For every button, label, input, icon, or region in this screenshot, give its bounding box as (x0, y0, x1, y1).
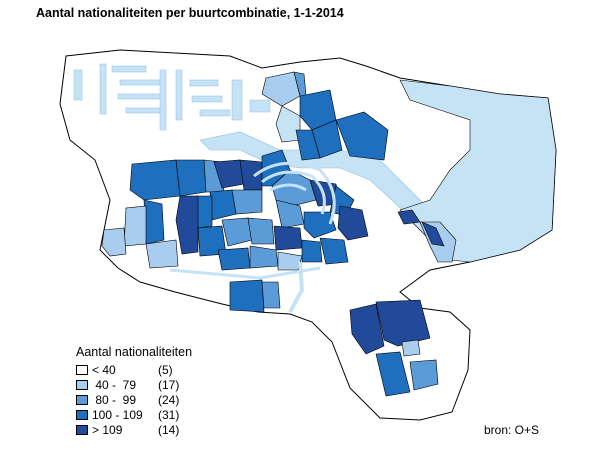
legend-swatch (76, 379, 88, 390)
legend-count: (31) (158, 407, 180, 422)
north-districts (261, 71, 389, 161)
legend-title: Aantal nationaliteiten (76, 345, 193, 359)
legend-count: (5) (158, 362, 173, 377)
legend-label: < 40 (92, 362, 116, 377)
legend-count: (14) (158, 422, 180, 437)
legend-item: 100 - 109 (31) (76, 407, 192, 422)
map-legend: Aantal nationaliteiten < 40 (5) 40 - 79 … (76, 345, 192, 437)
legend-swatch (76, 424, 88, 435)
map-title: Aantal nationaliteiten per buurtcombinat… (36, 6, 344, 20)
southeast-districts (349, 299, 439, 397)
source-note: bron: O+S (484, 423, 540, 437)
legend-count: (17) (158, 377, 180, 392)
canal-ring (253, 161, 336, 225)
legend-count: (24) (158, 392, 180, 407)
eastern-islands-3 (421, 221, 445, 247)
legend-swatch (76, 394, 88, 405)
legend-label: 40 - 79 (92, 377, 137, 392)
south-districts (229, 279, 281, 313)
legend-label: > 109 (92, 422, 123, 437)
south-canal (169, 266, 321, 280)
legend-swatch (76, 364, 88, 375)
legend-item: 80 - 99 (24) (76, 392, 192, 407)
legend-item: > 109 (14) (76, 422, 192, 437)
legend-item: 40 - 79 (17) (76, 377, 192, 392)
legend-label: 100 - 109 (92, 407, 143, 422)
western-harbour (73, 63, 271, 131)
legend-item: < 40 (5) (76, 362, 192, 377)
eastern-islands-2 (397, 209, 421, 225)
city-outline (59, 49, 557, 421)
legend-swatch (76, 409, 88, 420)
legend-label: 80 - 99 (92, 392, 137, 407)
